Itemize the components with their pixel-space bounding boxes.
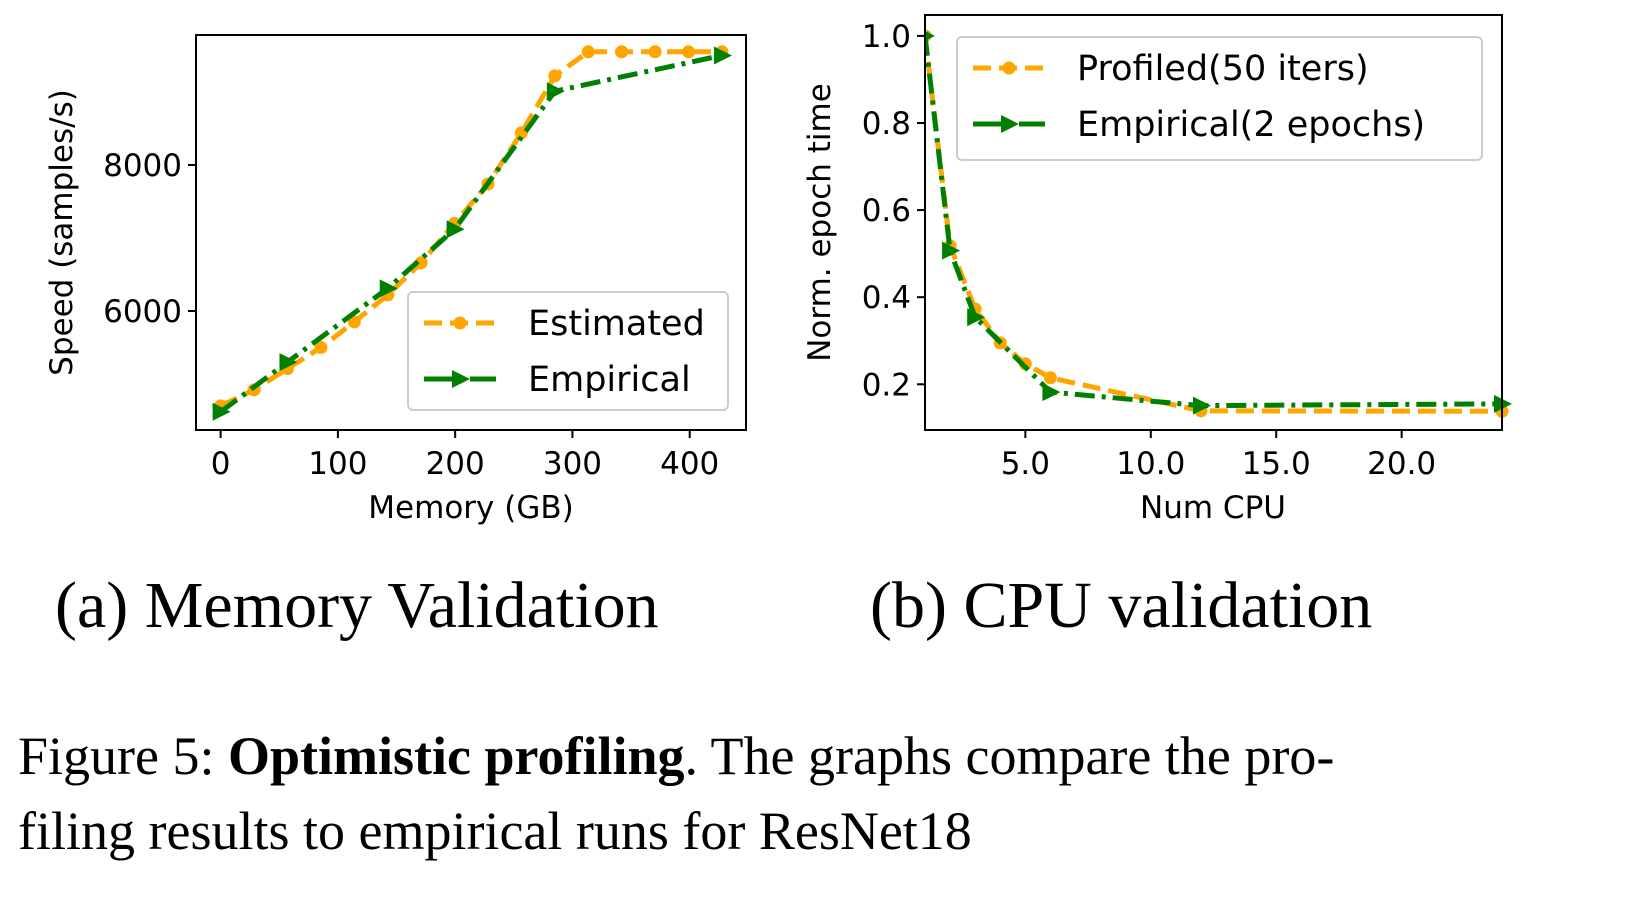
legend: Estimated Empirical: [407, 291, 729, 411]
data-point: [1043, 371, 1057, 385]
data-point: [548, 69, 562, 83]
y-tick-label: 8000: [103, 148, 182, 184]
data-point: [615, 45, 629, 59]
x-tick-label: 100: [308, 446, 367, 482]
x-tick-label: 200: [426, 446, 485, 482]
x-axis-label: Num CPU: [1140, 490, 1286, 526]
data-point: [379, 279, 398, 298]
plot-area: [925, 29, 1512, 418]
y-tick-label: 1.0: [862, 19, 911, 55]
data-point: [546, 82, 565, 101]
y-tick-label: 0.6: [862, 193, 911, 229]
series-line-profiled: [925, 35, 1503, 414]
figure-caption-line1: Figure 5: Optimistic profiling. The grap…: [18, 725, 1334, 787]
legend-marker: [1002, 61, 1016, 75]
legend-marker: [452, 370, 470, 388]
data-point: [314, 340, 328, 354]
legend-marker: [453, 316, 467, 330]
data-point: [925, 30, 935, 41]
data-point: [446, 220, 465, 239]
figure-caption-line2: filing results to empirical runs for Res…: [18, 801, 972, 861]
caption-prefix: Figure 5:: [18, 726, 228, 786]
legend-label: Profiled(50 iters): [1077, 49, 1369, 89]
legend-label: Empirical(2 epochs): [1077, 105, 1425, 145]
data-point: [1042, 383, 1061, 402]
subcaption-b: (b) CPU validation: [870, 569, 1373, 642]
axes-frame: [924, 14, 1503, 431]
data-point: [347, 315, 361, 329]
subcaption-a: (a) Memory Validation: [55, 569, 659, 642]
data-point: [581, 45, 595, 59]
caption-bold: Optimistic profiling: [228, 726, 685, 786]
x-tick-label: 400: [660, 446, 719, 482]
data-point: [414, 256, 428, 270]
legend-marker: [1001, 115, 1019, 133]
series-line-empirical: [925, 35, 1503, 409]
data-point: [212, 402, 231, 421]
data-point: [1192, 396, 1211, 415]
series-line-empirical: [219, 52, 723, 414]
x-tick-label: 10.0: [1116, 446, 1185, 482]
data-point: [967, 308, 986, 327]
data-point: [682, 45, 696, 59]
x-tick-label: 15.0: [1242, 446, 1311, 482]
data-point: [942, 241, 961, 260]
axes-frame: [195, 34, 747, 431]
charts: 0 100 200 300 400 6000 8000 Memory (GB) Speed (s…: [44, 14, 1512, 526]
x-axis-label: Memory (GB): [368, 490, 573, 526]
x-tick-label: 300: [543, 446, 602, 482]
caption-rest: . The graphs compare the pro-: [684, 726, 1335, 786]
data-point: [713, 46, 732, 65]
y-tick-label: 0.2: [862, 367, 911, 403]
legend-label: Estimated: [528, 304, 705, 344]
y-axis-label: Norm. epoch time: [802, 83, 838, 362]
x-tick-label: 0: [211, 446, 231, 482]
y-tick-label: 0.4: [862, 280, 911, 316]
plot-area: [212, 45, 732, 421]
legend-label: Empirical: [528, 360, 691, 400]
x-tick-label: 20.0: [1367, 446, 1436, 482]
x-tick-label: 5.0: [1001, 446, 1050, 482]
y-tick-label: 0.8: [862, 106, 911, 142]
y-axis-label: Speed (samples/s): [44, 89, 80, 376]
series-line-estimated: [219, 49, 722, 409]
data-point: [648, 45, 662, 59]
chart-cpu: 5.0 10.0 15.0 20.0 0.2 0.4 0.6 0.8 1.0 Num CPU Nor…: [802, 14, 1512, 526]
y-tick-label: 6000: [103, 294, 182, 330]
data-point: [279, 353, 298, 372]
legend: Profiled(50 iters) Empirical(2 epochs): [956, 36, 1483, 161]
legend-box: [956, 36, 1483, 161]
chart-memory: 0 100 200 300 400 6000 8000 Memory (GB) Speed (s…: [44, 34, 747, 526]
